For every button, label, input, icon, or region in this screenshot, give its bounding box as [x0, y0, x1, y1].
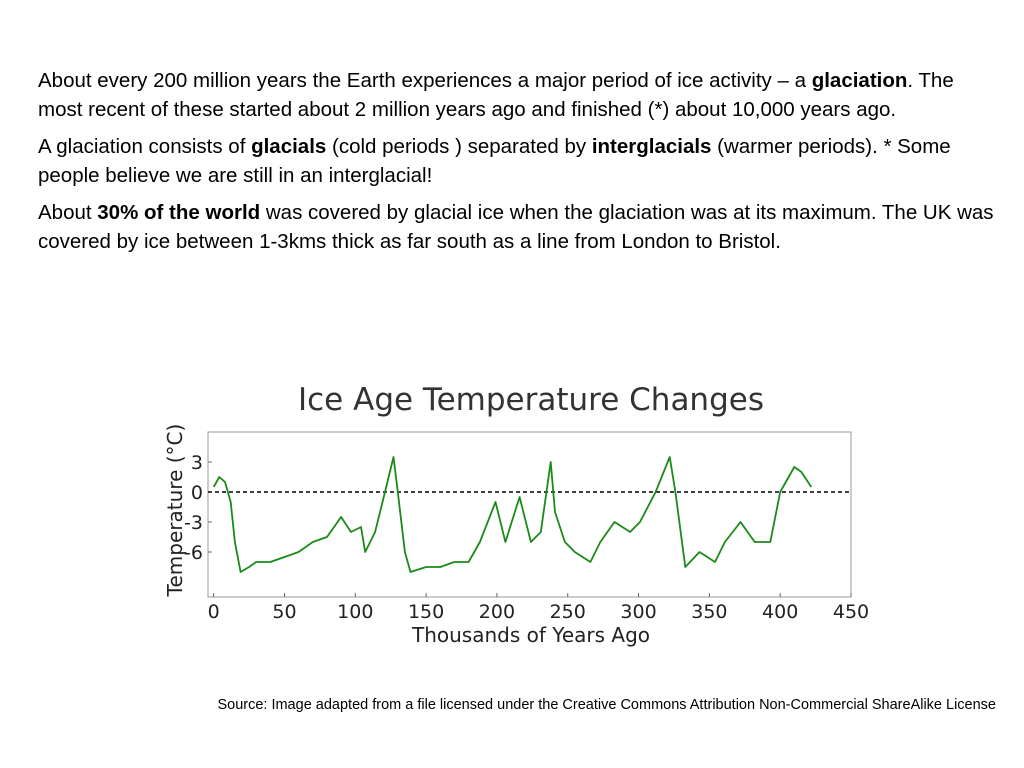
bold-text: glacials: [251, 135, 327, 158]
chart-title: Ice Age Temperature Changes: [298, 382, 764, 418]
text-run: About: [38, 201, 98, 224]
x-tick-label: 150: [408, 601, 444, 623]
bold-text: 30% of the world: [97, 201, 261, 224]
text-run: About every 200 million years the Earth …: [38, 69, 812, 92]
y-tick-label: -6: [184, 542, 203, 564]
y-tick-label: -3: [184, 512, 203, 534]
x-tick-label: 100: [337, 601, 373, 623]
y-tick-label: 0: [191, 482, 203, 504]
paragraph: About 30% of the world was covered by gl…: [38, 198, 998, 256]
x-axis-label: Thousands of Years Ago: [411, 623, 650, 647]
bold-text: interglacials: [591, 135, 712, 158]
x-tick-label: 300: [620, 601, 656, 623]
bold-text: glaciation: [811, 69, 908, 92]
text-run: (warmer periods). * Some people believe …: [38, 135, 951, 187]
x-tick-label: 450: [833, 601, 869, 623]
text-run: was covered by glacial ice when the glac…: [38, 201, 994, 253]
source-note: Source: Image adapted from a file licens…: [217, 697, 996, 713]
text-run: (cold periods ) separated by: [326, 135, 592, 158]
x-tick-label: 350: [691, 601, 727, 623]
x-tick-label: 0: [208, 601, 220, 623]
x-tick-label: 400: [762, 601, 798, 623]
plot-frame: [207, 431, 852, 598]
text-run: . The most recent of these started about…: [38, 69, 954, 121]
y-tick-label: 3: [191, 452, 203, 474]
paragraph: About every 200 million years the Earth …: [38, 66, 998, 124]
y-axis-label: Temperature (°C): [163, 424, 187, 598]
x-tick-label: 250: [550, 601, 586, 623]
temperature-line: [212, 456, 813, 573]
x-tick-label: 200: [479, 601, 515, 623]
x-tick-label: 50: [272, 601, 296, 623]
text-run: A glaciation consists of: [38, 135, 252, 158]
paragraph: A glaciation consists of glacials (cold …: [38, 132, 998, 190]
body-text: About every 200 million years the Earth …: [38, 66, 998, 264]
